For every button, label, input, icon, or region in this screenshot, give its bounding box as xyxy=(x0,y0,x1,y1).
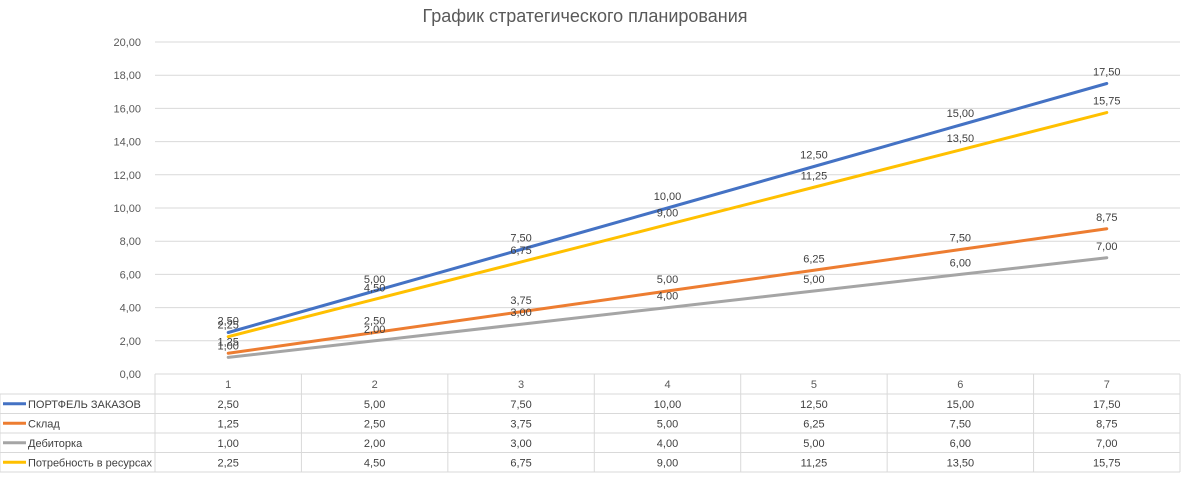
data-label: 2,50 xyxy=(364,316,385,328)
table-cell: 2,50 xyxy=(218,399,239,411)
table-cell: 2,50 xyxy=(364,418,385,430)
data-label: 17,50 xyxy=(1093,67,1121,79)
data-label: 3,00 xyxy=(510,307,531,319)
table-cell: 1,00 xyxy=(218,438,239,450)
data-labels: 2,50 5,00 7,50 10,00 12,50 15,00 17,50 1,25 2,50… xyxy=(218,67,1121,353)
table-cell: 7,00 xyxy=(1096,438,1117,450)
data-label: 7,50 xyxy=(510,233,531,245)
y-tick-label: 4,00 xyxy=(120,303,141,315)
data-label: 9,00 xyxy=(657,208,678,220)
table-cell: 6,00 xyxy=(950,438,971,450)
series-line xyxy=(226,82,1109,334)
table-cell: 9,00 xyxy=(657,457,678,469)
y-axis-ticks: 0,00 2,00 4,00 6,00 8,00 10,00 12,00 14,00 16,00… xyxy=(113,37,141,381)
data-label: 1,00 xyxy=(218,340,239,352)
table-cell: 10,00 xyxy=(654,399,682,411)
series-line xyxy=(226,227,1109,355)
y-tick-label: 2,00 xyxy=(120,336,141,348)
table-cell: 11,25 xyxy=(801,457,828,469)
x-tick-label: 6 xyxy=(957,379,963,391)
y-tick-label: 16,00 xyxy=(113,103,141,115)
table-cell: 12,50 xyxy=(800,399,828,411)
table-cell: 8,75 xyxy=(1096,418,1117,430)
table-cell: 3,75 xyxy=(510,418,531,430)
series-lines xyxy=(226,82,1109,359)
table-cell: 13,50 xyxy=(947,457,975,469)
table-cell: 4,00 xyxy=(657,438,678,450)
table-cell: 6,25 xyxy=(803,418,824,430)
data-label: 11,25 xyxy=(801,170,828,182)
data-label: 5,00 xyxy=(364,274,385,286)
y-tick-label: 18,00 xyxy=(113,70,141,82)
table-cell: 7,50 xyxy=(950,418,971,430)
table-cell: 6,75 xyxy=(510,457,531,469)
legend-label: Склад xyxy=(28,418,60,430)
table-cell: 5,00 xyxy=(657,418,678,430)
data-label: 8,75 xyxy=(1096,212,1117,224)
data-label: 7,00 xyxy=(1096,241,1117,253)
data-label: 2,50 xyxy=(218,316,239,328)
legend-label: Потребность в ресурсах xyxy=(28,457,152,469)
legend-label: ПОРТФЕЛЬ ЗАКАЗОВ xyxy=(28,399,141,411)
table-cell: 5,00 xyxy=(364,399,385,411)
x-tick-label: 3 xyxy=(518,379,524,391)
data-label: 10,00 xyxy=(654,191,682,203)
table-cell: 15,75 xyxy=(1093,457,1121,469)
table-cell: 2,25 xyxy=(218,457,239,469)
series-line xyxy=(226,111,1109,339)
y-tick-label: 0,00 xyxy=(120,369,141,381)
data-label: 6,75 xyxy=(510,245,531,257)
table-cell: 7,50 xyxy=(510,399,531,411)
y-tick-label: 6,00 xyxy=(120,269,141,281)
data-label: 6,00 xyxy=(950,257,971,269)
table-cell: 5,00 xyxy=(803,438,824,450)
table-cell: 3,00 xyxy=(510,438,531,450)
chart-title: График стратегического планирования xyxy=(422,6,747,26)
data-label: 15,75 xyxy=(1093,96,1121,108)
data-label: 1,25 xyxy=(218,336,239,348)
data-table: 1 2 3 4 5 6 7 ПОРТФЕЛЬ ЗАКАЗОВ 2,50 5,00 7,50 10,00… xyxy=(0,373,1181,473)
x-tick-label: 1 xyxy=(225,379,231,391)
table-cell: 2,00 xyxy=(364,438,385,450)
y-tick-label: 20,00 xyxy=(113,37,141,49)
data-label: 6,25 xyxy=(803,253,824,265)
data-label: 2,00 xyxy=(364,324,385,336)
x-tick-label: 2 xyxy=(372,379,378,391)
table-cell: 15,00 xyxy=(947,399,975,411)
data-label: 12,50 xyxy=(800,150,828,162)
data-label: 13,50 xyxy=(947,133,975,145)
data-label: 3,75 xyxy=(510,295,531,307)
series-line xyxy=(226,256,1109,359)
data-label: 4,00 xyxy=(657,291,678,303)
y-tick-label: 12,00 xyxy=(113,170,141,182)
data-label: 15,00 xyxy=(947,108,975,120)
table-cell: 17,50 xyxy=(1093,399,1121,411)
y-tick-label: 10,00 xyxy=(113,203,141,215)
legend-label: Дебиторка xyxy=(28,438,83,450)
y-tick-label: 8,00 xyxy=(120,236,141,248)
x-tick-label: 7 xyxy=(1104,379,1110,391)
table-cell: 1,25 xyxy=(218,418,239,430)
x-tick-label: 5 xyxy=(811,379,817,391)
data-label: 7,50 xyxy=(950,233,971,245)
data-label: 5,00 xyxy=(803,274,824,286)
table-cell: 4,50 xyxy=(364,457,385,469)
data-label: 5,00 xyxy=(657,274,678,286)
y-tick-label: 14,00 xyxy=(113,137,141,149)
data-label: 2,25 xyxy=(218,320,239,332)
x-tick-label: 4 xyxy=(664,379,670,391)
data-label: 4,50 xyxy=(364,282,385,294)
